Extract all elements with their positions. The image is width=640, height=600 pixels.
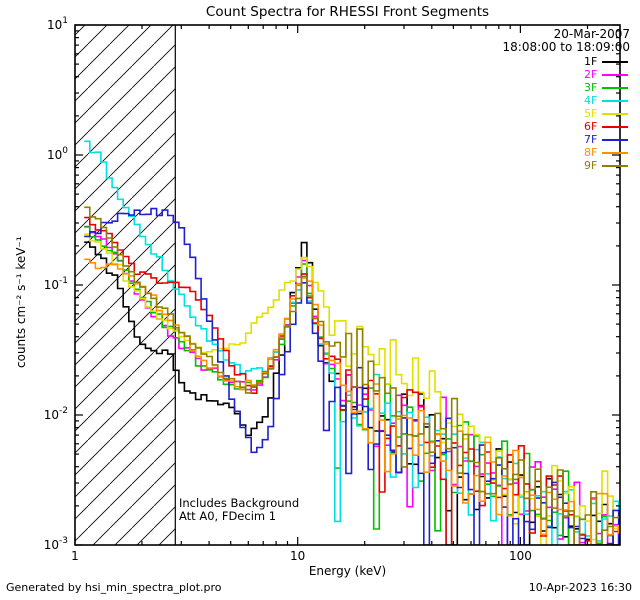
spectra-series: [84, 140, 620, 545]
legend-label: 2F: [584, 68, 598, 81]
legend-entry-4F: 4F: [584, 94, 629, 107]
x-axis-label: Energy (keV): [308, 564, 387, 578]
legend-line-swatch: [602, 152, 629, 154]
y-tick-label: 101: [47, 16, 68, 32]
legend-label: 8F: [584, 146, 598, 159]
legend-entry-2F: 2F: [584, 68, 629, 81]
axes: 1 10 100 10-3 10-2 10-1 100 101: [44, 16, 621, 563]
legend-entry-6F: 6F: [584, 120, 629, 133]
hatched-low-energy-region: [75, 25, 176, 545]
annotation-attenuator-state: Att A0, FDecim 1: [179, 509, 277, 523]
legend-line-swatch: [602, 100, 629, 102]
legend-entry-5F: 5F: [584, 107, 629, 120]
legend-line-swatch: [602, 139, 629, 141]
legend-line-swatch: [602, 61, 629, 63]
legend-label: 7F: [584, 133, 598, 146]
legend-line-swatch: [602, 87, 629, 89]
legend-line-swatch: [602, 74, 629, 76]
legend-entry-3F: 3F: [584, 81, 629, 94]
y-axis-label: counts cm⁻² s⁻¹ keV⁻¹: [14, 236, 28, 368]
observation-date: 20-Mar-2007: [553, 27, 630, 41]
series-line-5F: [84, 233, 620, 545]
legend-line-swatch: [602, 165, 629, 167]
legend-entry-7F: 7F: [584, 133, 629, 146]
legend-line-swatch: [602, 113, 629, 115]
y-tick-label: 10-3: [44, 536, 68, 552]
legend-label: 3F: [584, 81, 598, 94]
x-tick-label: 10: [290, 549, 305, 563]
legend-entry-8F: 8F: [584, 146, 629, 159]
legend-label: 9F: [584, 159, 598, 172]
legend-label: 5F: [584, 107, 598, 120]
legend: 1F 2F 3F 4F 5F 6F 7F 8F 9F: [584, 55, 629, 172]
legend-label: 6F: [584, 120, 598, 133]
legend-entry-1F: 1F: [584, 55, 629, 68]
y-tick-label: 10-2: [44, 406, 68, 422]
chart-title: Count Spectra for RHESSI Front Segments: [205, 4, 490, 20]
generator-credit: Generated by hsi_min_spectra_plot.pro: [6, 581, 222, 594]
series-line-9F: [84, 206, 620, 545]
x-tick-label: 100: [509, 549, 532, 563]
series-line-7F: [84, 207, 620, 545]
y-tick-label: 10-1: [44, 276, 68, 292]
y-tick-label: 100: [47, 146, 68, 162]
legend-label: 1F: [584, 55, 598, 68]
annotation-includes-background: Includes Background: [179, 496, 300, 510]
legend-label: 4F: [584, 94, 598, 107]
legend-entry-9F: 9F: [584, 159, 629, 172]
observation-time-range: 18:08:00 to 18:09:00: [502, 40, 630, 54]
legend-line-swatch: [602, 126, 629, 128]
hatch-fill: [75, 25, 176, 545]
x-tick-label: 1: [71, 549, 79, 563]
render-timestamp: 10-Apr-2023 16:30: [528, 581, 632, 594]
